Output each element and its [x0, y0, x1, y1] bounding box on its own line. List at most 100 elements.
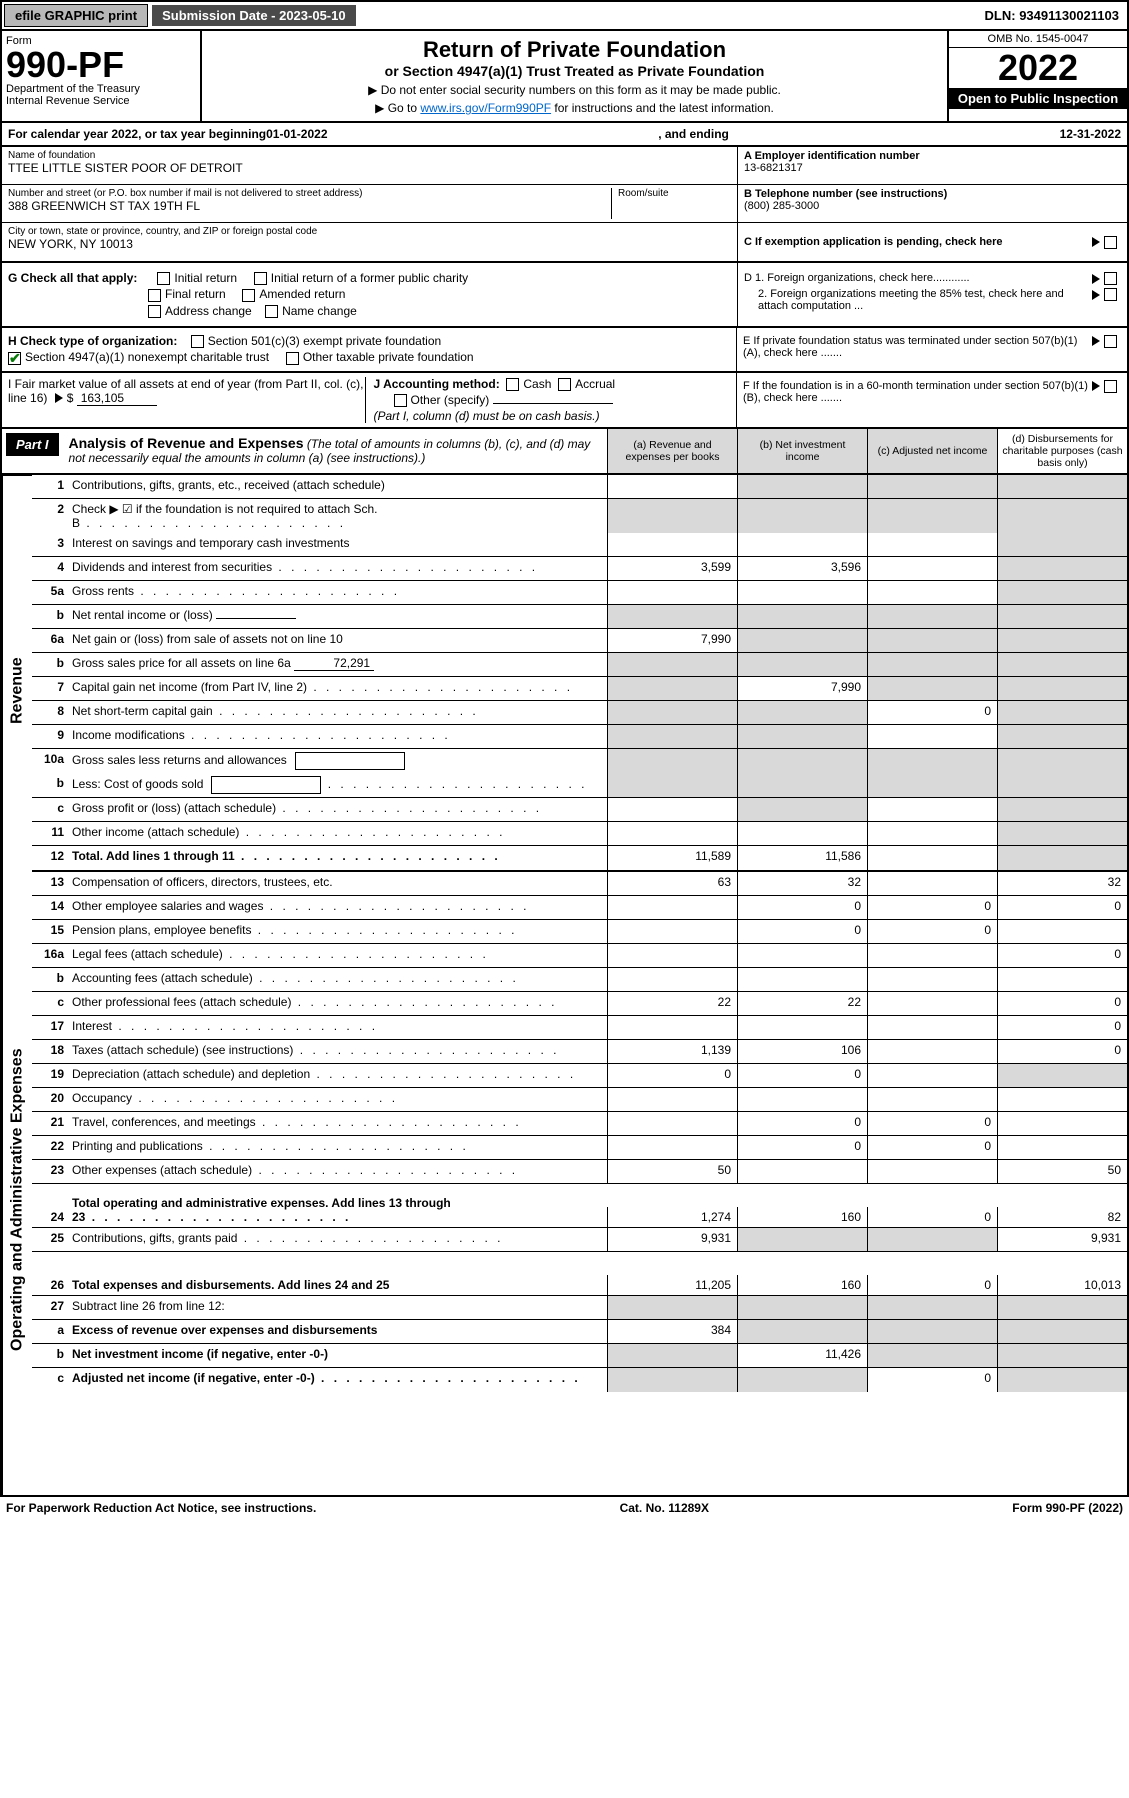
exemption-checkbox[interactable] — [1104, 236, 1117, 249]
j-accrual-checkbox[interactable] — [558, 378, 571, 391]
table-cell — [997, 499, 1127, 533]
table-cell: 7,990 — [607, 629, 737, 652]
table-cell — [607, 798, 737, 821]
j-other-checkbox[interactable] — [394, 394, 407, 407]
table-cell — [867, 872, 997, 895]
table-cell — [997, 605, 1127, 628]
table-cell: 9,931 — [607, 1228, 737, 1251]
instr-link[interactable]: www.irs.gov/Form990PF — [420, 101, 551, 115]
row-description: Compensation of officers, directors, tru… — [68, 872, 607, 895]
efile-button[interactable]: efile GRAPHIC print — [4, 4, 148, 27]
table-cell: 11,586 — [737, 846, 867, 870]
address-change-checkbox[interactable] — [148, 305, 161, 318]
row-number: b — [32, 1344, 68, 1367]
table-cell — [867, 1088, 997, 1111]
h-label: H Check type of organization: — [8, 334, 177, 348]
table-cell — [737, 1228, 867, 1251]
table-cell — [607, 1016, 737, 1039]
row-number: b — [32, 653, 68, 676]
instr-2-post: for instructions and the latest informat… — [551, 101, 774, 115]
table-cell: 50 — [997, 1160, 1127, 1183]
table-cell — [737, 1296, 867, 1319]
cal-end: 12-31-2022 — [1060, 127, 1121, 141]
table-row: 5aGross rents — [32, 581, 1127, 605]
part1-label: Part I — [6, 433, 59, 456]
cal-pre: For calendar year 2022, or tax year begi… — [8, 127, 266, 141]
j-cash-checkbox[interactable] — [506, 378, 519, 391]
row-number: 14 — [32, 896, 68, 919]
table-cell: 0 — [737, 1112, 867, 1135]
instr-2: ▶ Go to www.irs.gov/Form990PF for instru… — [208, 101, 941, 115]
table-cell: 3,599 — [607, 557, 737, 580]
row-number: 2 — [32, 499, 68, 533]
foundation-name: TTEE LITTLE SISTER POOR OF DETROIT — [8, 161, 731, 175]
part1-desc: Analysis of Revenue and Expenses (The to… — [63, 429, 607, 473]
table-cell: 106 — [737, 1040, 867, 1063]
table-cell — [607, 533, 737, 556]
table-cell — [737, 653, 867, 676]
city-row: City or town, state or province, country… — [2, 223, 737, 261]
row-number: c — [32, 1368, 68, 1392]
row-description: Interest — [68, 1016, 607, 1039]
row-number: 19 — [32, 1064, 68, 1087]
row-number: 5a — [32, 581, 68, 604]
address-change-label: Address change — [165, 304, 252, 318]
submission-date: Submission Date - 2023-05-10 — [152, 5, 356, 26]
j-cash-label: Cash — [523, 377, 551, 391]
table-cell: 160 — [737, 1207, 867, 1227]
e-checkbox[interactable] — [1104, 335, 1117, 348]
table-cell — [867, 1160, 997, 1183]
table-cell — [737, 749, 867, 773]
row-description: Gross sales less returns and allowances — [68, 749, 607, 773]
table-cell — [737, 581, 867, 604]
table-cell — [737, 1160, 867, 1183]
table-cell — [737, 773, 867, 797]
dept-label: Department of the Treasury — [6, 83, 196, 95]
h-4947-checkbox[interactable] — [8, 352, 21, 365]
ein-label: A Employer identification number — [744, 150, 1121, 162]
table-cell — [867, 557, 997, 580]
row-number: 4 — [32, 557, 68, 580]
row-number: b — [32, 605, 68, 628]
identification-block: Name of foundation TTEE LITTLE SISTER PO… — [0, 147, 1129, 263]
h-other-checkbox[interactable] — [286, 352, 299, 365]
table-cell — [867, 773, 997, 797]
h-other-label: Other taxable private foundation — [303, 350, 474, 364]
row-number: 15 — [32, 920, 68, 943]
row-number: 21 — [32, 1112, 68, 1135]
table-cell: 0 — [997, 896, 1127, 919]
ident-left: Name of foundation TTEE LITTLE SISTER PO… — [2, 147, 737, 261]
table-row: 26Total expenses and disbursements. Add … — [32, 1252, 1127, 1296]
row-number: 11 — [32, 822, 68, 845]
d-checks-right: D 1. Foreign organizations, check here..… — [737, 263, 1127, 326]
name-change-checkbox[interactable] — [265, 305, 278, 318]
table-cell: 0 — [737, 1136, 867, 1159]
table-row: 21Travel, conferences, and meetings00 — [32, 1112, 1127, 1136]
table-cell — [867, 1016, 997, 1039]
exemption-row: C If exemption application is pending, c… — [738, 223, 1127, 261]
omb-label: OMB No. 1545-0047 — [949, 31, 1127, 48]
row-description: Adjusted net income (if negative, enter … — [68, 1368, 607, 1392]
table-cell — [607, 1296, 737, 1319]
d1-checkbox[interactable] — [1104, 272, 1117, 285]
h-501-checkbox[interactable] — [191, 335, 204, 348]
table-cell — [997, 1320, 1127, 1343]
table-cell — [997, 920, 1127, 943]
table-cell — [737, 822, 867, 845]
table-cell — [867, 846, 997, 870]
table-cell: 32 — [737, 872, 867, 895]
initial-return-checkbox[interactable] — [157, 272, 170, 285]
amended-return-checkbox[interactable] — [242, 289, 255, 302]
row-number: 27 — [32, 1296, 68, 1319]
f-checkbox[interactable] — [1104, 380, 1117, 393]
i-value: 163,105 — [77, 391, 157, 406]
col-a-header: (a) Revenue and expenses per books — [607, 429, 737, 473]
d2-checkbox[interactable] — [1104, 288, 1117, 301]
final-return-checkbox[interactable] — [148, 289, 161, 302]
initial-former-checkbox[interactable] — [254, 272, 267, 285]
table-row: bGross sales price for all assets on lin… — [32, 653, 1127, 677]
row-description: Net gain or (loss) from sale of assets n… — [68, 629, 607, 652]
e-right: E If private foundation status was termi… — [737, 328, 1127, 371]
instr-1: ▶ Do not enter social security numbers o… — [208, 83, 941, 97]
table-row: 4Dividends and interest from securities3… — [32, 557, 1127, 581]
